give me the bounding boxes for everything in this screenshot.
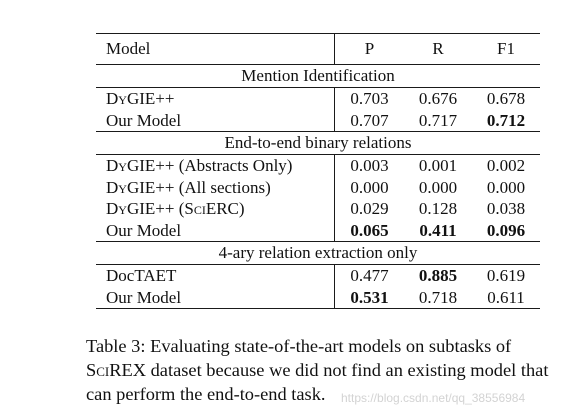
header-model: Model [106,39,151,58]
section-rule [96,264,540,265]
section-rule [96,241,540,242]
top-rule [96,33,540,34]
column-separator [334,109,335,131]
r-value-cell: 0.676 [418,89,458,108]
header-f1: F1 [497,39,515,58]
header-r: R [432,39,444,58]
p-value-cell: 0.003 [350,156,389,175]
model-name-cell: Our Model [106,287,182,307]
table-row: Our Model 0.531 0.718 0.611 [96,286,540,308]
r-value-cell: 0.885 [418,266,458,285]
r-value-cell: 0.717 [418,110,458,130]
r-value-cell: 0.001 [418,156,458,175]
model-name-cell: DyGIE++ (All sections) [106,177,271,197]
header-p: P [364,39,375,58]
table-row: DyGIE++ 0.703 0.676 0.678 [96,88,540,110]
table-row: Our Model 0.065 0.411 0.096 [96,219,540,241]
table-row: DocTAET 0.477 0.885 0.619 [96,265,540,287]
table-row: DyGIE++ (SciERC) 0.029 0.128 0.038 [96,198,540,220]
table-caption: Table 3: Evaluating state-of-the-art mod… [86,334,556,406]
p-value-cell: 0.065 [350,220,389,240]
table-body: Mention Identification DyGIE++ 0.703 0.676 0… [96,64,540,309]
column-separator [334,198,335,220]
column-separator [334,286,335,308]
p-value-cell: 0.000 [350,177,389,197]
f1-value-cell: 0.678 [486,89,526,108]
section-rule [96,131,540,132]
f1-value-cell: 0.712 [486,110,526,130]
section-title: End-to-end binary relations [224,133,412,152]
table-row: DyGIE++ (All sections) 0.000 0.000 0.000 [96,176,540,198]
r-value-cell: 0.000 [418,177,458,197]
model-name-cell: DyGIE++ (SciERC) [106,199,245,218]
table-row: DyGIE++ (Abstracts Only) 0.003 0.001 0.002 [96,155,540,177]
section-title: 4-ary relation extraction only [218,243,418,262]
model-name-cell: DocTAET [106,266,177,285]
column-separator [334,176,335,198]
column-separator [334,219,335,241]
model-name-cell: Our Model [106,220,182,240]
f1-value-cell: 0.000 [486,177,526,197]
p-value-cell: 0.707 [350,110,389,130]
r-value-cell: 0.718 [418,287,458,307]
section-rule [96,154,540,155]
column-separator [334,88,335,110]
column-separator [334,155,335,177]
watermark-url: https://blog.csdn.net/qq_38556984 [341,391,526,405]
section-rule [96,87,540,88]
section-title: Mention Identification [241,66,395,85]
header-row: Model P R F1 [96,34,540,64]
f1-value-cell: 0.611 [487,287,525,307]
f1-value-cell: 0.038 [486,199,526,218]
p-value-cell: 0.029 [350,199,389,218]
f1-value-cell: 0.619 [486,266,526,285]
f1-value-cell: 0.096 [486,220,526,240]
model-name-cell: Our Model [106,110,182,130]
f1-value-cell: 0.002 [486,156,526,175]
column-separator [334,34,335,64]
model-name-cell: DyGIE++ [106,89,175,108]
section-rule [96,64,540,65]
model-name-cell: DyGIE++ (Abstracts Only) [106,156,293,175]
p-value-cell: 0.703 [350,89,389,108]
results-table: Model P R F1 Mention Identification DyGIE… [96,33,540,309]
r-value-cell: 0.411 [419,220,457,240]
r-value-cell: 0.128 [418,199,458,218]
p-value-cell: 0.531 [350,287,389,307]
bottom-rule [96,308,540,309]
p-value-cell: 0.477 [350,266,389,285]
column-separator [334,265,335,287]
caption-text: Table 3: Evaluating state-of-the-art mod… [86,336,549,404]
table-row: Our Model 0.707 0.717 0.712 [96,109,540,131]
